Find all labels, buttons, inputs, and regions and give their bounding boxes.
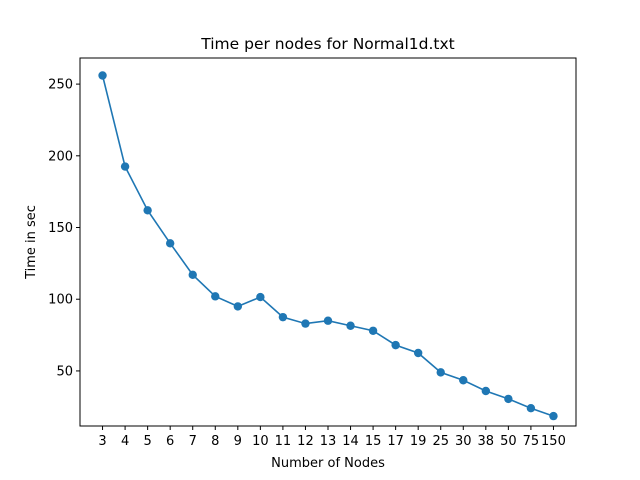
data-point	[165, 239, 175, 248]
y-tick-label: 200	[48, 149, 73, 164]
data-point	[98, 71, 107, 80]
data-point	[504, 394, 513, 404]
data-point	[233, 302, 243, 311]
data-point	[143, 206, 152, 215]
x-tick-label: 150	[541, 434, 566, 449]
plot-frame	[79, 57, 577, 427]
x-tick-label: 7	[189, 434, 197, 449]
y-axis-title: Time in sec	[24, 205, 39, 280]
data-points	[98, 71, 558, 421]
x-tick-label: 10	[252, 434, 269, 449]
x-axis: 3 4 5 6 7 8 9 10 11 12 13 14 15 17 19 25 30 38 50 75 150	[98, 426, 566, 449]
data-point	[188, 270, 197, 280]
data-point	[368, 326, 378, 335]
x-tick-label: 13	[320, 434, 337, 449]
x-tick-label: 4	[121, 434, 129, 449]
data-point	[526, 404, 536, 413]
data-point	[436, 368, 445, 377]
y-tick-label: 150	[48, 221, 73, 236]
x-tick-label: 19	[410, 434, 427, 449]
x-tick-label: 9	[234, 434, 242, 449]
data-point	[391, 340, 400, 350]
y-tick-label: 250	[48, 78, 73, 93]
x-tick-label: 30	[455, 434, 472, 449]
x-tick-label: 6	[166, 434, 174, 449]
data-point	[549, 411, 558, 421]
x-tick-label: 75	[523, 434, 540, 449]
x-tick-label: 5	[143, 434, 151, 449]
data-point	[323, 316, 333, 325]
x-tick-label: 38	[478, 434, 495, 449]
x-tick-label: 12	[297, 434, 314, 449]
x-tick-label: 50	[500, 434, 517, 449]
data-point	[211, 292, 220, 301]
chart-title: Time per nodes for Normal1d.txt	[200, 35, 455, 53]
data-point	[256, 292, 265, 302]
data-point	[413, 348, 423, 358]
y-tick-label: 100	[48, 293, 73, 308]
y-axis: 50 100 150 200 250	[48, 78, 80, 379]
data-point	[481, 386, 491, 396]
x-axis-title: Number of Nodes	[271, 456, 385, 471]
x-tick-label: 17	[387, 434, 404, 449]
data-point	[120, 162, 130, 171]
data-point	[459, 376, 468, 385]
data-point	[278, 312, 288, 322]
x-tick-label: 14	[342, 434, 359, 449]
x-tick-label: 8	[211, 434, 219, 449]
x-tick-label: 11	[275, 434, 292, 449]
y-tick-label: 50	[56, 364, 73, 379]
data-point	[346, 321, 355, 330]
x-tick-label: 3	[98, 434, 106, 449]
x-tick-label: 15	[365, 434, 382, 449]
x-tick-label: 25	[432, 434, 449, 449]
data-point	[301, 319, 310, 328]
